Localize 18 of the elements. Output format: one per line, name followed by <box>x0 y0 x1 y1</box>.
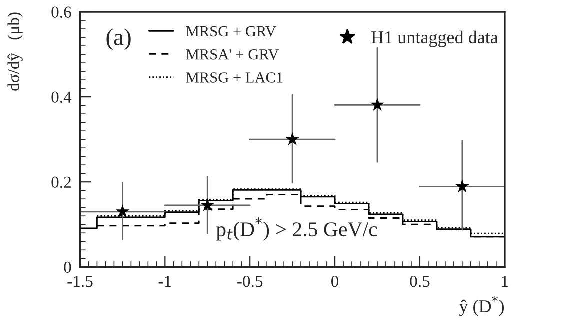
annotation: p$_{t}$(D$^{*}$) > 2.5 GeV/c <box>216 218 378 241</box>
x-tick-label: 0 <box>332 276 339 288</box>
y-tick-label: 0.6 <box>52 6 72 18</box>
x-axis-title: ŷ (D$^{*}$) <box>459 296 504 316</box>
legend-label: MRSG + LAC1 <box>186 72 283 83</box>
x-tick-label: -1.5 <box>68 276 93 288</box>
y-tick-label: 0.2 <box>52 176 71 188</box>
legend-label: MRSA' + GRV <box>186 49 280 60</box>
x-tick-label: -0.5 <box>238 276 263 288</box>
legend-label: MRSG + GRV <box>186 26 276 37</box>
annotation: (a) <box>106 28 131 50</box>
y-tick-label: 0 <box>64 262 72 274</box>
y-tick-label: 0.4 <box>52 92 72 104</box>
legend-label: H1 untagged data <box>372 30 498 48</box>
x-tick-label: 0.5 <box>410 276 430 288</box>
x-tick-label: 1 <box>502 276 508 288</box>
x-tick-label: -1 <box>158 276 172 288</box>
y-axis-title: dσ/dŷ (μb) <box>8 12 23 91</box>
